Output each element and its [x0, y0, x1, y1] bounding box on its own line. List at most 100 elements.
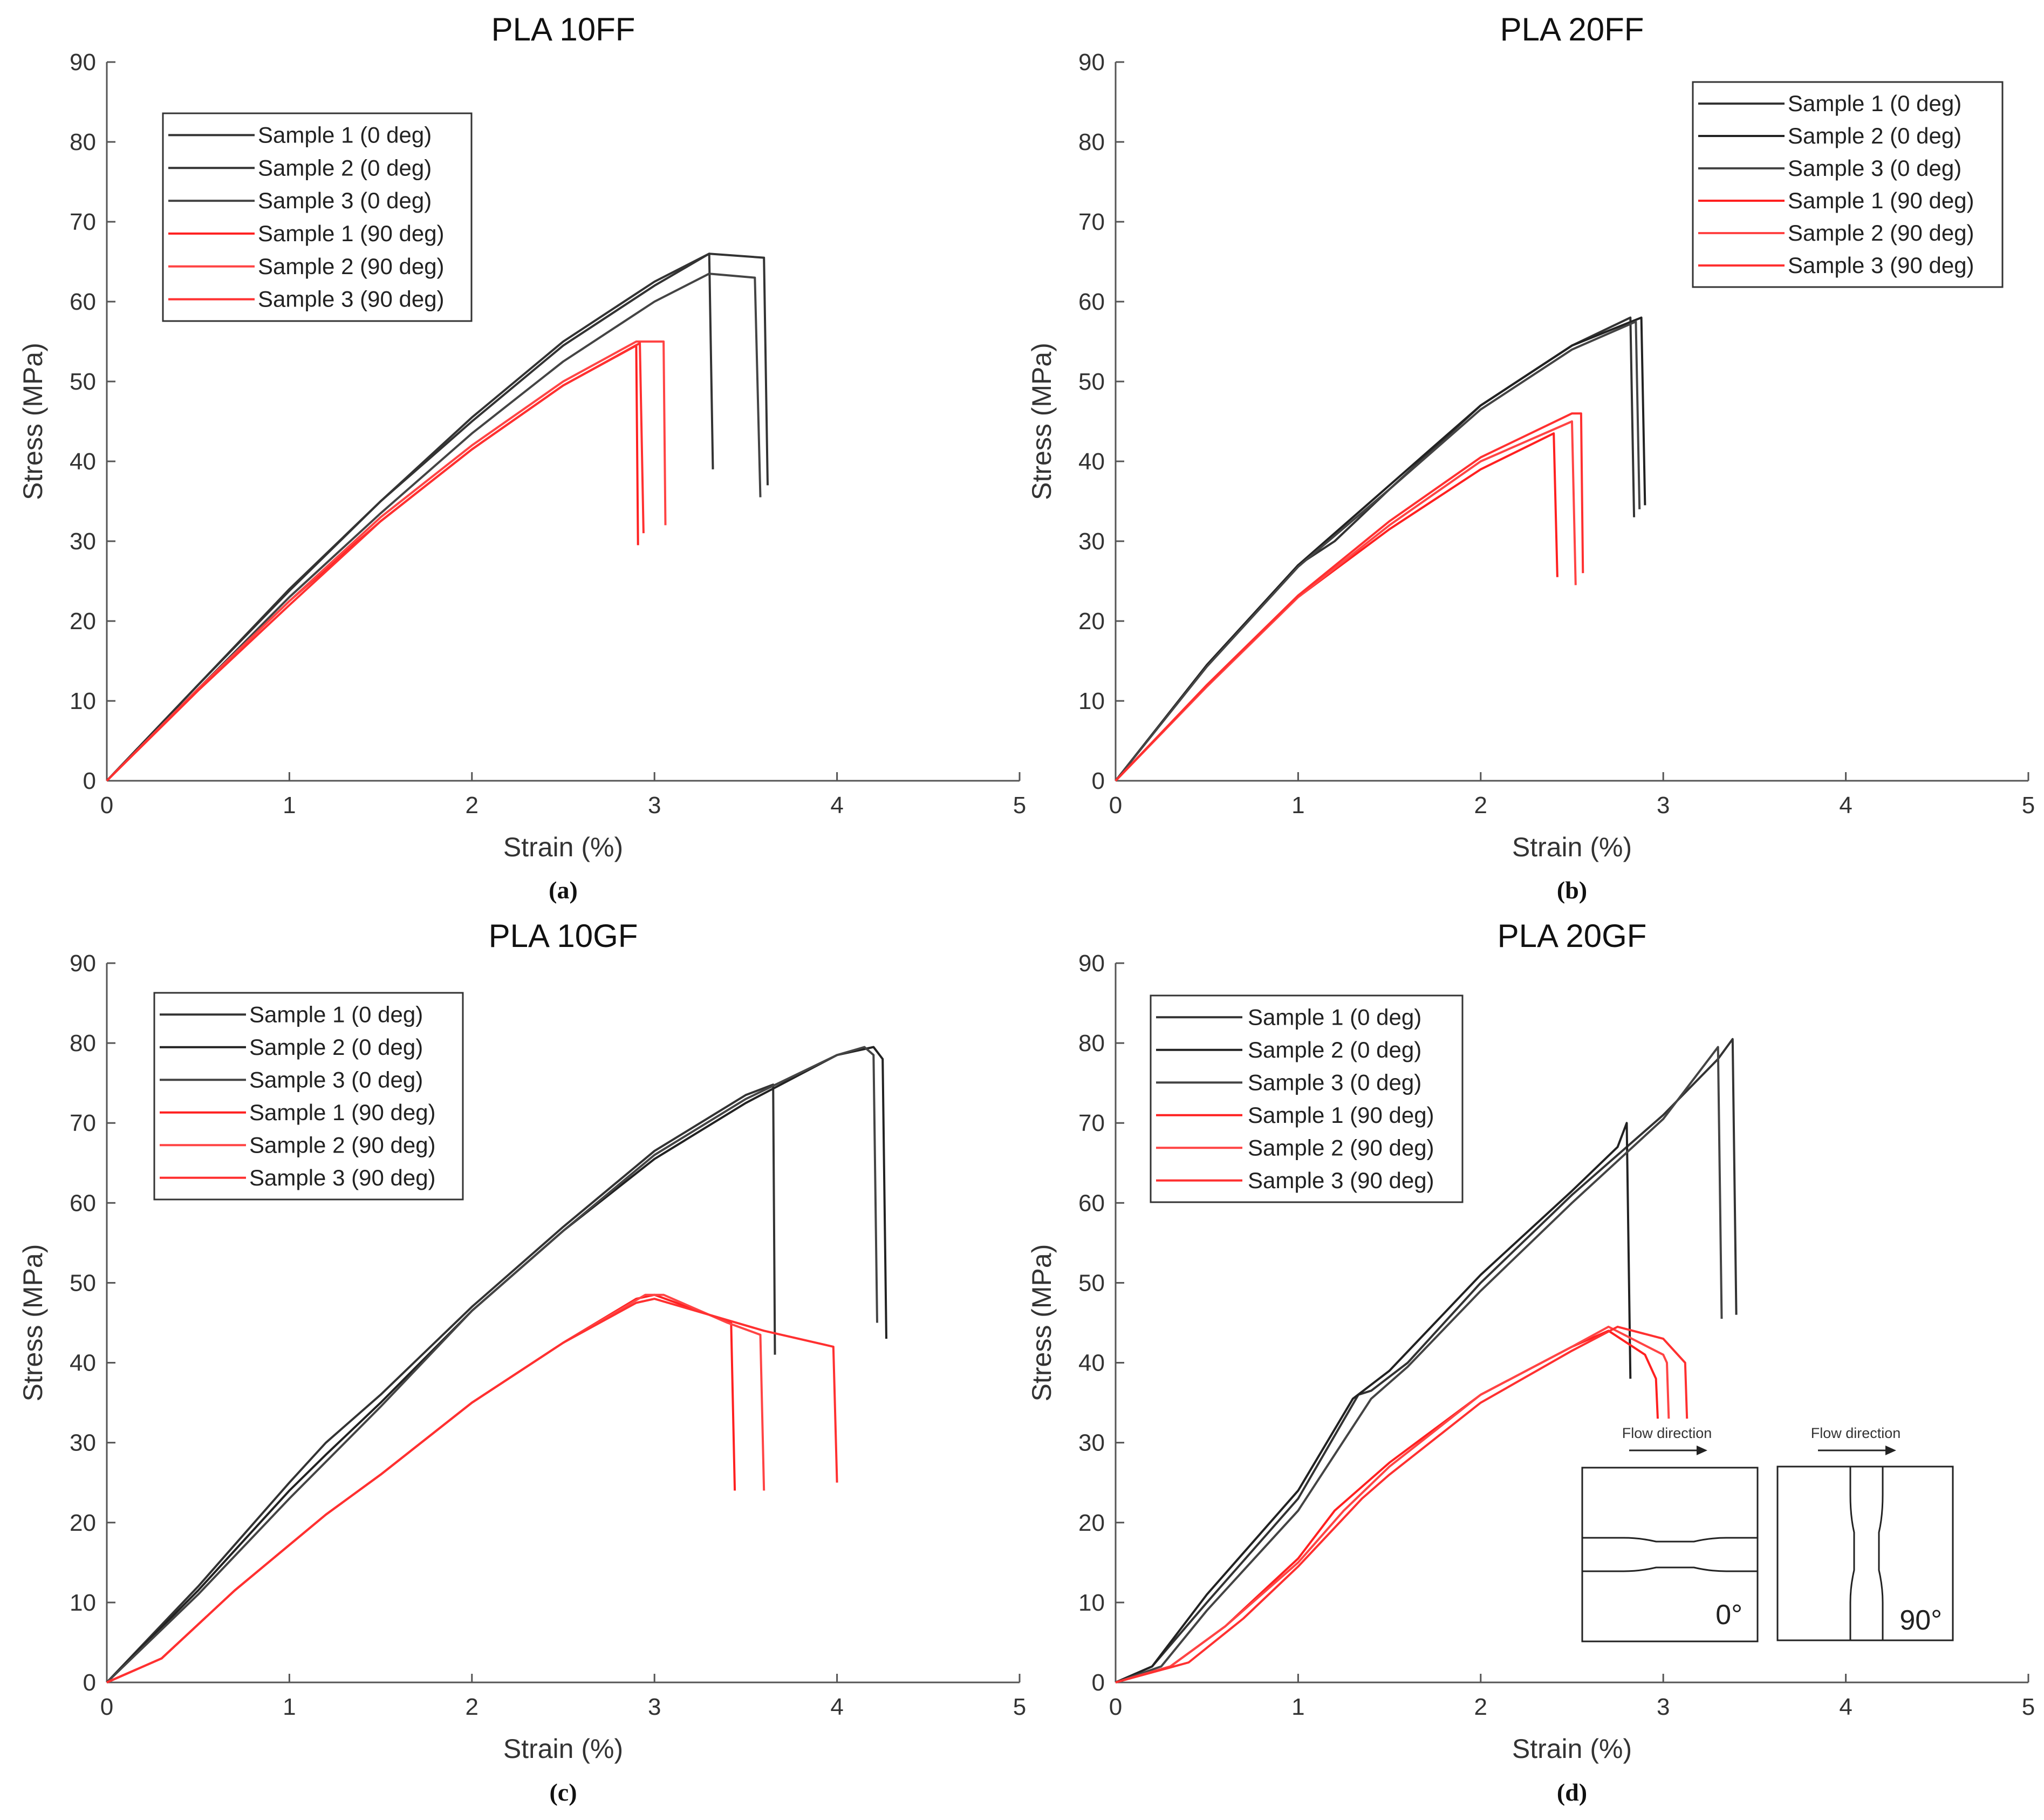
y-tick-label: 90 [1078, 49, 1105, 76]
x-tick-label: 4 [830, 1694, 843, 1720]
legend-label: Sample 3 (0 deg) [249, 1067, 423, 1092]
y-tick-label: 40 [1078, 448, 1105, 475]
y-tick-label: 80 [1078, 1030, 1105, 1056]
x-axis-label: Strain (%) [503, 1734, 623, 1764]
specimen-box-90deg [1776, 1465, 1954, 1641]
y-tick-label: 60 [1078, 1190, 1105, 1216]
x-tick-label: 1 [1291, 1694, 1304, 1720]
series-line [1115, 1122, 1632, 1683]
legend-label: Sample 1 (0 deg) [258, 122, 432, 147]
x-axis-label: Strain (%) [1512, 832, 1632, 862]
y-tick-label: 50 [1078, 369, 1105, 395]
legend-label: Sample 2 (0 deg) [258, 155, 432, 180]
y-tick-label: 50 [1078, 1270, 1105, 1296]
legend-label: Sample 3 (90 deg) [1248, 1168, 1434, 1193]
y-tick-label: 60 [70, 1190, 96, 1216]
x-axis-label: Strain (%) [1512, 1734, 1632, 1764]
x-tick-label: 5 [2022, 792, 2035, 819]
y-tick-label: 20 [70, 608, 96, 635]
y-tick-label: 50 [70, 1270, 96, 1296]
y-tick-label: 50 [70, 369, 96, 395]
x-tick-label: 5 [1013, 1694, 1026, 1720]
series-line [106, 272, 762, 782]
y-tick-label: 0 [83, 1669, 96, 1696]
y-tick-label: 70 [1078, 1110, 1105, 1136]
y-tick-label: 20 [1078, 1510, 1105, 1536]
y-tick-label: 10 [70, 1590, 96, 1616]
series-line [106, 253, 769, 782]
series-line [106, 1083, 776, 1683]
x-tick-label: 5 [1013, 792, 1026, 819]
y-tick-label: 40 [70, 1350, 96, 1376]
legend-label: Sample 3 (0 deg) [258, 188, 432, 213]
y-tick-label: 70 [70, 1110, 96, 1136]
legend-label: Sample 1 (0 deg) [249, 1001, 423, 1027]
arrow-head-icon [1885, 1446, 1896, 1455]
y-tick-label: 30 [1078, 528, 1105, 555]
x-tick-label: 0 [100, 1694, 113, 1720]
chart-panel: 0 10 20 30 40 50 60 70 80 90 0 1 2 3 4 5 PLA 10FF Strain … [18, 11, 1026, 904]
chart-panel: 0 10 20 30 40 50 60 70 80 90 0 1 2 3 4 5 PLA 20FF Strain … [1027, 11, 2035, 904]
y-tick-label: 0 [83, 768, 96, 794]
legend-label: Sample 2 (0 deg) [1248, 1037, 1421, 1062]
series-line [106, 253, 714, 782]
y-tick-label: 90 [70, 950, 96, 977]
y-axis-label: Stress (MPa) [18, 343, 48, 500]
x-tick-label: 2 [466, 792, 478, 819]
legend: Sample 1 (0 deg) Sample 2 (0 deg) Sample 3… [153, 992, 464, 1201]
legend-label: Sample 3 (0 deg) [1248, 1069, 1421, 1095]
y-tick-label: 30 [70, 528, 96, 555]
y-axis-label: Stress (MPa) [18, 1244, 48, 1402]
legend-label: Sample 3 (0 deg) [1788, 155, 1961, 181]
x-tick-label: 3 [1657, 792, 1670, 819]
x-tick-label: 5 [2022, 1694, 2035, 1720]
x-tick-label: 4 [830, 792, 843, 819]
legend-box [162, 112, 473, 322]
legend-label: Sample 1 (90 deg) [258, 221, 445, 246]
specimen-box-0deg [1581, 1467, 1759, 1642]
chart-title: PLA 10FF [491, 11, 635, 47]
series-line [1115, 1046, 1723, 1683]
specimen-outline [1582, 1566, 1758, 1572]
legend-label: Sample 2 (90 deg) [249, 1132, 436, 1157]
y-tick-label: 10 [1078, 688, 1105, 714]
y-tick-label: 40 [1078, 1350, 1105, 1376]
series-line [1115, 321, 1641, 782]
specimen-inset: Flow direction 0° Flow direction 90° [1581, 1425, 1954, 1642]
specimen-outline [1878, 1467, 1884, 1640]
series-line [106, 1046, 878, 1683]
legend-label: Sample 1 (90 deg) [249, 1100, 436, 1125]
y-tick-label: 90 [1078, 950, 1105, 977]
y-tick-label: 60 [70, 289, 96, 315]
x-tick-label: 2 [1474, 1694, 1487, 1720]
series-line [106, 340, 667, 782]
y-tick-label: 90 [70, 49, 96, 76]
specimen-outline [1582, 1537, 1758, 1543]
y-tick-label: 30 [70, 1430, 96, 1456]
legend-label: Sample 1 (0 deg) [1248, 1004, 1421, 1030]
x-tick-label: 0 [100, 792, 113, 819]
series-line [1115, 432, 1558, 782]
x-tick-label: 3 [648, 792, 661, 819]
legend-label: Sample 2 (0 deg) [249, 1034, 423, 1060]
y-tick-label: 80 [70, 1030, 96, 1056]
x-tick-label: 3 [1657, 1694, 1670, 1720]
panel-caption: (b) [1557, 876, 1587, 904]
legend: Sample 1 (0 deg) Sample 2 (0 deg) Sample 3… [1692, 81, 2004, 288]
chart-title: PLA 20FF [1500, 11, 1644, 47]
series-line [1115, 420, 1577, 782]
x-tick-label: 4 [1839, 792, 1852, 819]
legend-box [1150, 994, 1464, 1203]
panel-caption: (a) [549, 876, 578, 904]
y-tick-label: 0 [1092, 1669, 1105, 1696]
angle-label-90deg: 90° [1899, 1605, 1942, 1636]
legend-box [153, 992, 464, 1201]
series-line [106, 342, 645, 782]
series-line [1115, 1325, 1688, 1683]
legend-label: Sample 1 (0 deg) [1788, 91, 1961, 116]
series-line [1115, 316, 1646, 782]
y-axis-label: Stress (MPa) [1027, 1244, 1057, 1402]
y-tick-label: 20 [1078, 608, 1105, 635]
y-tick-label: 70 [1078, 209, 1105, 235]
x-tick-label: 0 [1109, 1694, 1122, 1720]
